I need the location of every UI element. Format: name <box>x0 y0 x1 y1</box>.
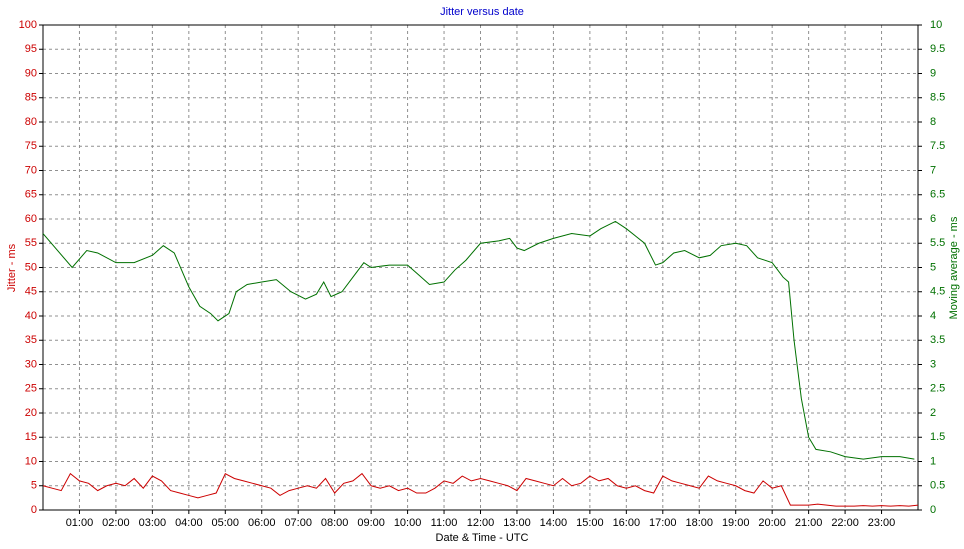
x-tick-label: 01:00 <box>66 517 94 529</box>
y2-tick-label: 9 <box>930 67 936 79</box>
y-tick-label: 15 <box>25 431 37 443</box>
y-tick-label: 85 <box>25 92 37 104</box>
x-tick-label: 18:00 <box>685 517 713 529</box>
y2-tick-label: 4 <box>930 310 936 322</box>
y-tick-label: 75 <box>25 140 37 152</box>
y-tick-label: 40 <box>25 310 37 322</box>
y2-tick-label: 6 <box>930 213 936 225</box>
x-tick-label: 06:00 <box>248 517 276 529</box>
x-tick-label: 04:00 <box>175 517 203 529</box>
x-tick-label: 09:00 <box>357 517 385 529</box>
y2-tick-label: 3.5 <box>930 334 945 346</box>
y-tick-label: 90 <box>25 67 37 79</box>
x-tick-label: 07:00 <box>284 517 312 529</box>
y2-tick-label: 7 <box>930 164 936 176</box>
y2-tick-label: 6.5 <box>930 189 945 201</box>
x-tick-label: 23:00 <box>868 517 896 529</box>
y-tick-label: 10 <box>25 455 37 467</box>
y2-tick-label: 8 <box>930 116 936 128</box>
x-tick-label: 16:00 <box>613 517 641 529</box>
x-tick-label: 13:00 <box>503 517 531 529</box>
y-tick-label: 0 <box>31 504 37 516</box>
y2-tick-label: 1 <box>930 455 936 467</box>
y2-tick-label: 4.5 <box>930 286 945 298</box>
x-axis-label: Date & Time - UTC <box>436 532 529 544</box>
y-tick-label: 25 <box>25 383 37 395</box>
data-line <box>42 472 919 507</box>
data-line <box>42 220 915 460</box>
x-tick-label: 02:00 <box>102 517 130 529</box>
x-tick-label: 21:00 <box>795 517 823 529</box>
x-tick-label: 20:00 <box>758 517 786 529</box>
y-tick-label: 80 <box>25 116 37 128</box>
y-axis-label: Jitter - ms <box>6 243 18 292</box>
y2-tick-label: 2.5 <box>930 383 945 395</box>
y-tick-label: 55 <box>25 237 37 249</box>
y2-tick-label: 8.5 <box>930 92 945 104</box>
y2-tick-label: 2 <box>930 407 936 419</box>
x-tick-label: 05:00 <box>212 517 240 529</box>
y-tick-label: 20 <box>25 407 37 419</box>
y2-tick-label: 0.5 <box>930 480 945 492</box>
y-tick-label: 65 <box>25 189 37 201</box>
chart-title: Jitter versus date <box>440 6 524 18</box>
x-tick-label: 17:00 <box>649 517 677 529</box>
y-tick-label: 95 <box>25 43 37 55</box>
y-tick-label: 100 <box>19 19 37 31</box>
y2-tick-label: 9.5 <box>930 43 945 55</box>
y-tick-label: 50 <box>25 261 37 273</box>
y2-tick-label: 3 <box>930 358 936 370</box>
x-tick-label: 11:00 <box>431 517 458 529</box>
y2-tick-label: 7.5 <box>930 140 945 152</box>
y2-tick-label: 5 <box>930 261 936 273</box>
x-tick-label: 12:00 <box>467 517 495 529</box>
y2-tick-label: 10 <box>930 19 942 31</box>
y2-tick-label: 0 <box>930 504 936 516</box>
y2-axis-label: Moving average - ms <box>948 216 960 319</box>
x-tick-label: 19:00 <box>722 517 750 529</box>
y-tick-label: 30 <box>25 358 37 370</box>
y-tick-label: 70 <box>25 164 37 176</box>
y-tick-label: 5 <box>31 480 37 492</box>
x-tick-label: 08:00 <box>321 517 349 529</box>
y-tick-label: 35 <box>25 334 37 346</box>
x-tick-label: 10:00 <box>394 517 422 529</box>
plot-frame <box>42 24 919 511</box>
y2-tick-label: 5.5 <box>930 237 945 249</box>
x-tick-label: 14:00 <box>540 517 568 529</box>
x-tick-label: 22:00 <box>831 517 859 529</box>
y-tick-label: 45 <box>25 286 37 298</box>
x-tick-label: 03:00 <box>139 517 167 529</box>
x-tick-label: 15:00 <box>576 517 604 529</box>
y-tick-label: 60 <box>25 213 37 225</box>
y2-tick-label: 1.5 <box>930 431 945 443</box>
